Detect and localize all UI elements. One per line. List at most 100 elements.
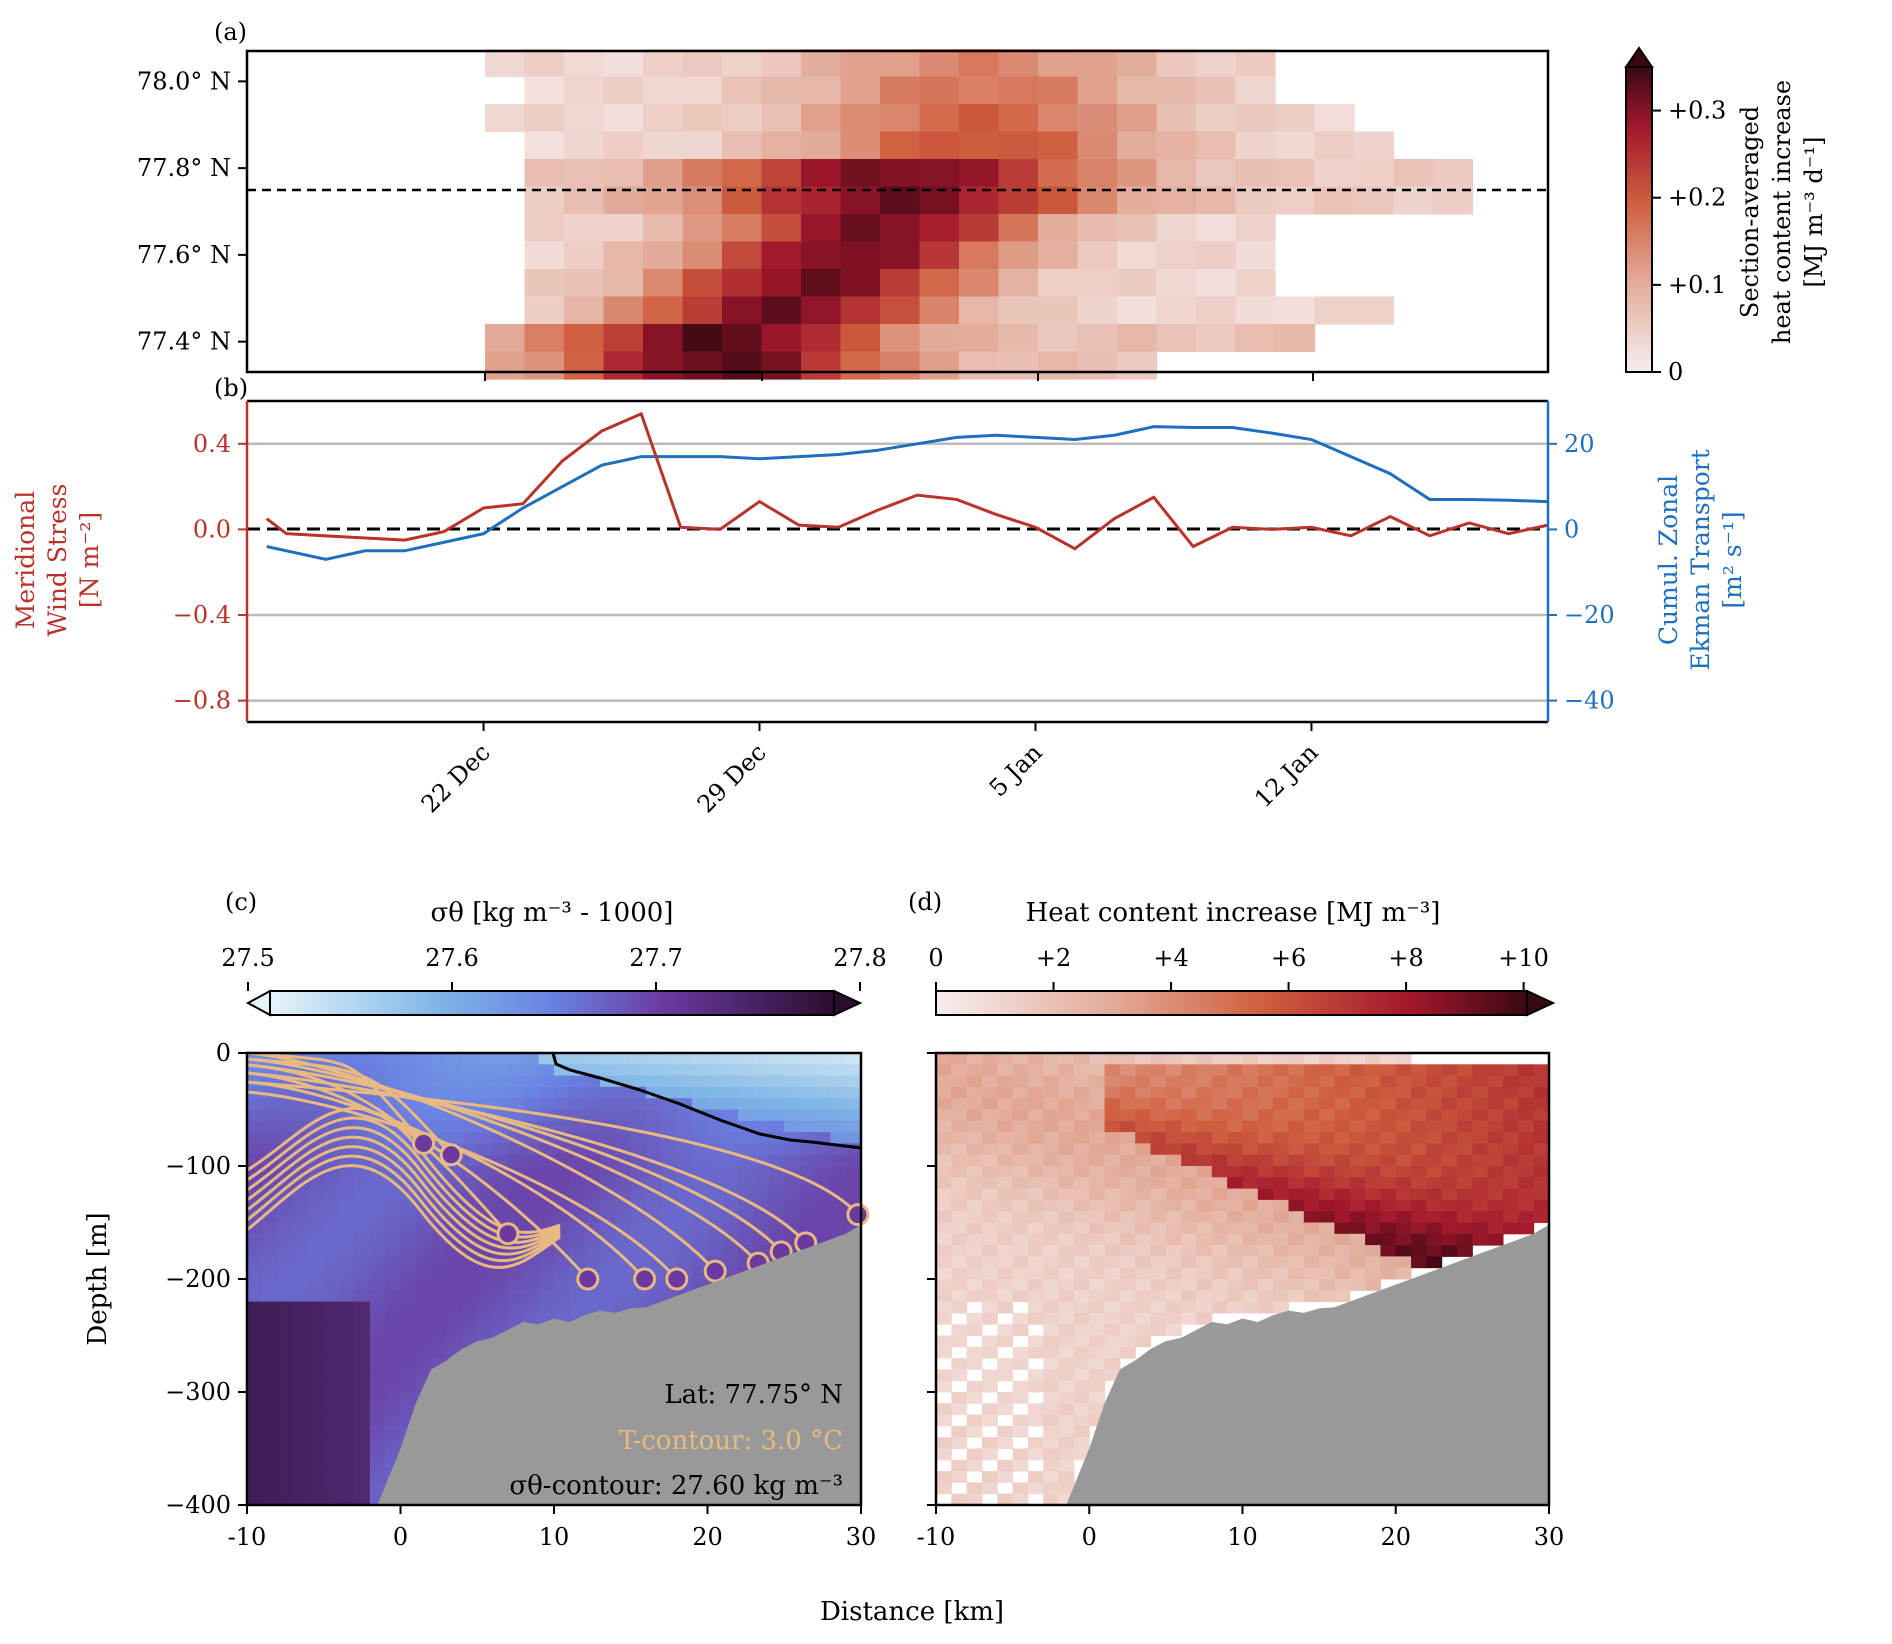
panel-c-density-cell (323, 1267, 340, 1280)
panel-d-heat-cell (1533, 1211, 1550, 1223)
panel-c-x-tick-label: -10 (228, 1523, 267, 1551)
panel-c-density-cell (799, 1098, 816, 1110)
panel-c-density-cell (707, 1132, 724, 1144)
panel-c-density-cell (676, 1143, 693, 1156)
panel-c-density-cell (615, 1188, 632, 1201)
panel-c-label: (c) (225, 888, 257, 916)
panel-d-heat-cell (951, 1335, 968, 1348)
panel-c-density-cell (722, 1120, 739, 1133)
panel-d-heat-cell (1089, 1380, 1106, 1393)
panel-a-cell (801, 131, 842, 160)
panel-d-heat-cell (1319, 1086, 1335, 1099)
panel-d-heat-cell (1027, 1279, 1044, 1291)
panel-c-density-cell (262, 1369, 279, 1382)
panel-d-heat-cell (1073, 1211, 1090, 1223)
panel-d-heat-cell (1165, 1256, 1182, 1269)
panel-d-heat-cell (1181, 1177, 1198, 1190)
panel-d-heat-cell (1380, 1256, 1397, 1269)
panel-c-density-cell (630, 1199, 647, 1212)
panel-d-heat-cell (1503, 1166, 1519, 1178)
panel-d-heat-cell (1196, 1301, 1213, 1314)
panel-c-density-cell (492, 1279, 509, 1291)
panel-d-heat-cell (1073, 1369, 1090, 1382)
panel-c-t-contour-line (246, 1090, 678, 1280)
panel-c-density-cell (477, 1064, 494, 1077)
panel-d-heat-cell (1411, 1177, 1427, 1190)
panel-d-heat-cell (1196, 1279, 1213, 1291)
panel-d-heat-cell (1380, 1166, 1397, 1178)
panel-d-heat-cell (1349, 1064, 1366, 1077)
panel-c-density-cell (415, 1222, 432, 1235)
panel-c-density-cell (354, 1279, 371, 1291)
panel-d-heat-cell (1380, 1233, 1397, 1246)
panel-c-density-cell (369, 1120, 386, 1133)
panel-c-density-cell (477, 1075, 494, 1088)
panel-c-density-cell (830, 1132, 847, 1144)
panel-c-density-cell (692, 1075, 708, 1088)
panel-c-density-cell (707, 1120, 724, 1133)
panel-d-heat-cell (1058, 1493, 1075, 1506)
panel-c-density-cell (830, 1211, 847, 1223)
panel-c-density-cell (247, 1109, 263, 1122)
panel-d-heat-cell (1227, 1075, 1243, 1088)
panel-d-heat-cell (1073, 1154, 1090, 1167)
panel-c-density-cell (477, 1256, 494, 1269)
panel-d-heat-cell (1257, 1290, 1274, 1303)
panel-d-heat-cell (1380, 1222, 1397, 1235)
panel-c-density-cell (354, 1346, 371, 1359)
panel-c-density-cell (247, 1222, 263, 1235)
panel-d-heat-cell (1089, 1392, 1106, 1404)
panel-c-t-contour-line (246, 1057, 760, 1265)
panel-c-density-cell (415, 1267, 432, 1280)
panel-a-cell (1077, 104, 1118, 133)
panel-c-density-cell (814, 1199, 831, 1212)
panel-d-heat-cell (1043, 1120, 1060, 1133)
panel-d-heat-cell (1012, 1053, 1029, 1065)
panel-c-density-cell (646, 1188, 662, 1201)
panel-c-density-cell (262, 1154, 279, 1167)
panel-c-density-cell (431, 1256, 448, 1269)
panel-a-cell (643, 269, 684, 298)
panel-c-density-cell (354, 1199, 371, 1212)
panel-c-density-cell (431, 1132, 448, 1144)
panel-c-density-cell (354, 1143, 371, 1156)
panel-d-heat-cell (1104, 1109, 1121, 1122)
panel-d-heat-cell (1196, 1154, 1213, 1167)
panel-d-heat-cell (1073, 1109, 1090, 1122)
panel-c-density-cell (492, 1245, 509, 1257)
panel-c-density-cell (692, 1154, 708, 1167)
panel-c-density-cell (400, 1380, 417, 1393)
panel-c-density-cell (400, 1369, 417, 1382)
panel-d-heat-cell (1043, 1459, 1060, 1472)
panel-c-density-cell (722, 1053, 739, 1065)
panel-d-heat-cell (1503, 1143, 1519, 1156)
panel-c-t-contour-line (246, 1051, 717, 1273)
panel-d-heat-cell (1150, 1188, 1167, 1201)
panel-c-density-cell (308, 1301, 325, 1314)
panel-c-density-cell (630, 1256, 647, 1269)
panel-d-colorbar-tick-label: +4 (1153, 944, 1188, 972)
panel-c-density-cell (339, 1279, 355, 1291)
panel-c-density-cell (768, 1109, 785, 1122)
panel-d-heat-cell (997, 1290, 1014, 1303)
panel-d-heat-cell (1150, 1256, 1167, 1269)
panel-c-density-cell (385, 1143, 401, 1156)
panel-d-heat-cell (1227, 1109, 1243, 1122)
panel-d-x-tick-label: 30 (1534, 1523, 1565, 1551)
panel-d-heat-cell (1518, 1064, 1535, 1077)
panel-c-density-cell (262, 1312, 279, 1325)
panel-d-heat-cell (1012, 1346, 1029, 1359)
panel-d-heat-cell (1533, 1143, 1550, 1156)
panel-d-heat-cell (1273, 1233, 1289, 1246)
panel-d-heat-cell (936, 1120, 952, 1133)
panel-d-heat-cell (1073, 1358, 1090, 1370)
panel-d-heat-cell (1027, 1369, 1044, 1382)
panel-d-heat-cell (1196, 1233, 1213, 1246)
panel-d-heat-cell (1073, 1403, 1090, 1416)
panel-d-heat-cell (1165, 1064, 1182, 1077)
panel-c-density-cell (738, 1199, 755, 1212)
panel-d-heat-cell (1058, 1177, 1075, 1190)
panel-d-heat-cell (1365, 1166, 1381, 1178)
panel-d-heat-cell (997, 1392, 1014, 1404)
panel-d-heat-cell (1058, 1086, 1075, 1099)
